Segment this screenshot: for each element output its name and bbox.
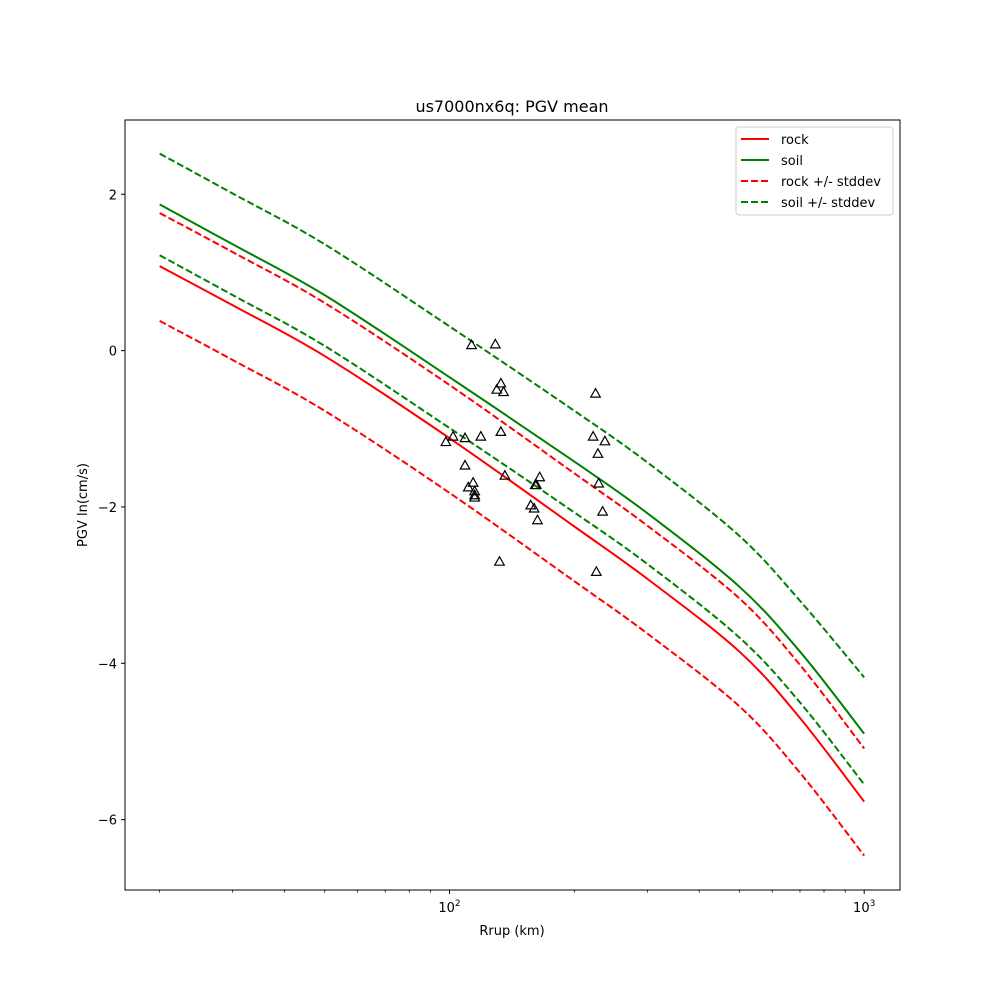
series-line-0 [159,265,865,803]
scatter-point [468,485,481,496]
scatter-point [468,489,481,500]
y-tick-label: −4 [98,657,117,672]
x-tick-label: 102 [438,899,460,916]
scatter-point [592,447,604,458]
series-line-2 [159,212,865,750]
series-line-1 [159,203,865,735]
scatter-point [530,478,543,490]
scatter-point [589,387,602,398]
scatter-point [459,431,471,443]
scatter-point [590,565,603,576]
scatter-point [440,435,452,447]
chart-title: us7000nx6q: PGV mean [415,97,608,116]
scatter-point [497,385,510,397]
legend-label: rock +/- stddev [781,175,881,190]
scatter-point [447,430,459,441]
y-axis-label: PGV ln(cm/s) [76,463,91,547]
y-tick-label: 0 [109,345,117,360]
scatter-point [495,377,507,388]
series-line-5 [159,254,865,786]
scatter-point [533,471,546,482]
x-tick-label: 103 [853,899,875,916]
scatter-point [475,430,487,441]
y-tick-label: 2 [109,188,117,203]
legend-label: rock [781,133,809,148]
scatter-point [467,476,479,487]
scatter-point [531,514,544,525]
scatter-point [587,430,599,441]
scatter-point [528,502,540,513]
axis-ticks: 2 0 −2 −4 −6 102 103 [98,188,876,916]
y-tick-label: −2 [98,501,117,516]
scatter-point [459,459,471,470]
scatter-point [489,338,502,349]
y-tick-label: −6 [98,814,117,829]
legend-label: soil +/- stddev [781,196,876,211]
axes-frame [124,119,901,891]
series-line-3 [159,320,865,857]
scatter-point [495,425,507,437]
series-line-4 [159,152,865,679]
legend-label: soil [781,154,803,169]
scatter-point [596,505,609,516]
scatter-point [592,477,605,488]
legend-box [735,126,894,216]
scatter-point [490,383,503,394]
x-axis-label: Rrup (km) [479,924,544,939]
scatter-point [599,435,611,446]
scatter-point [465,338,478,350]
plot-area [159,152,865,857]
legend: rock soil rock +/- stddev soil +/- stddev [735,126,894,216]
scatter-point [499,469,511,480]
scatter-point [493,555,506,566]
scatter-point [468,491,481,502]
